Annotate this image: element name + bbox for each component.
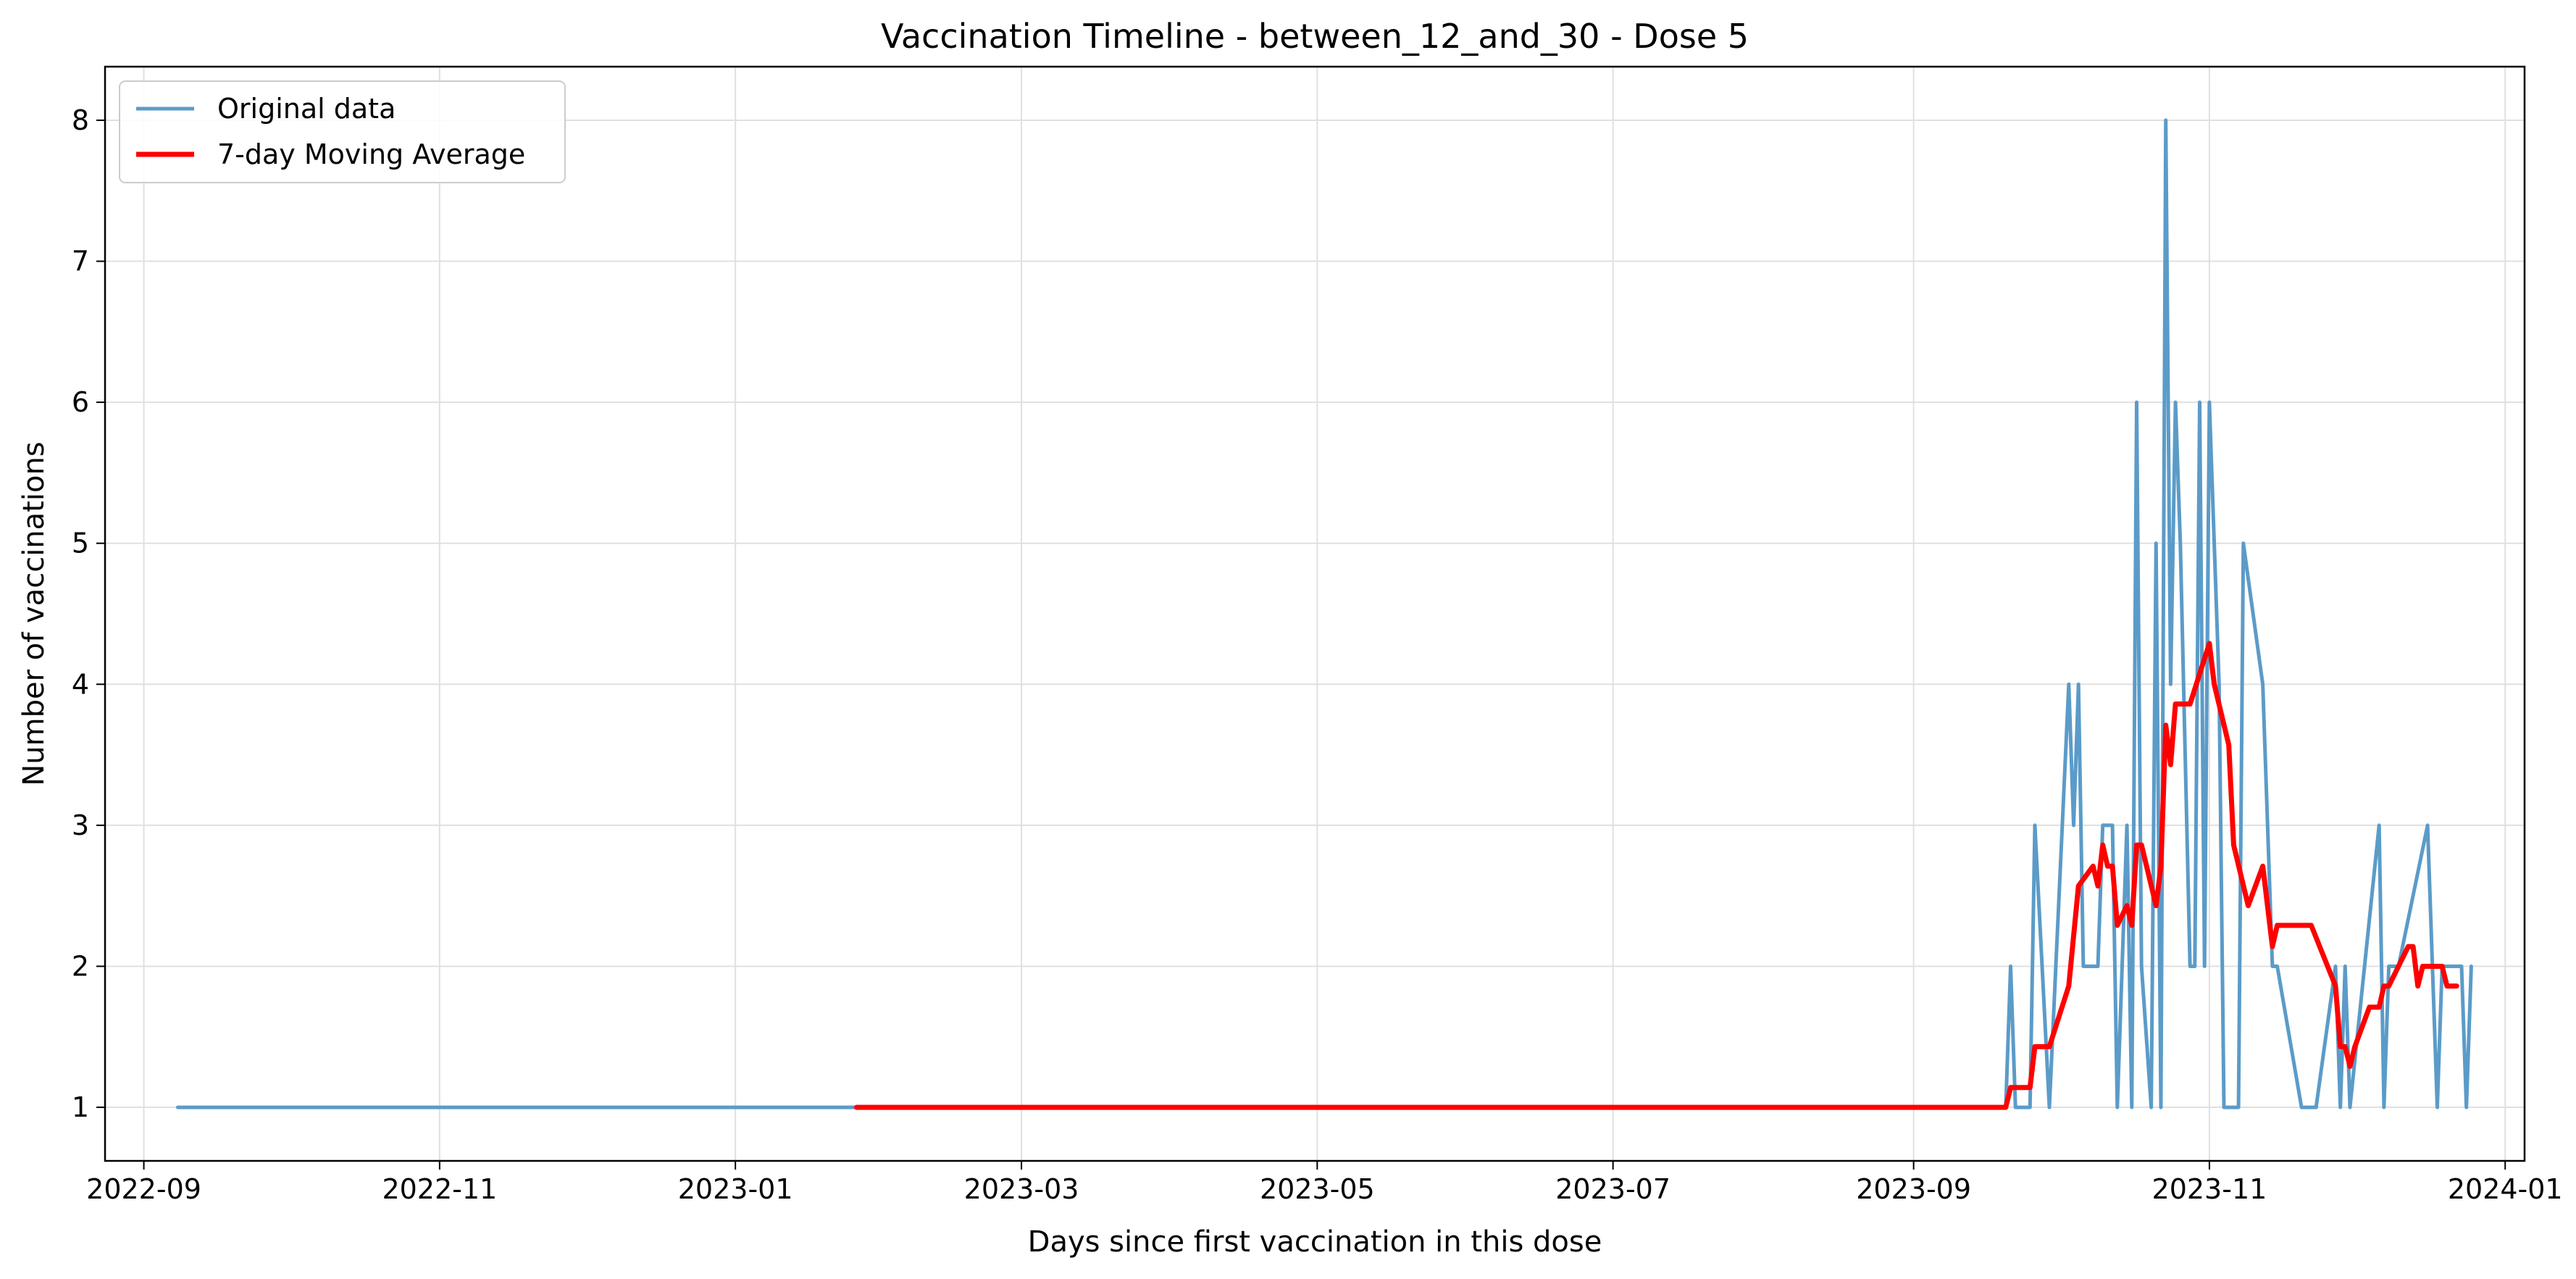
- legend: Original data 7-day Moving Average: [119, 80, 566, 183]
- legend-box: [119, 80, 566, 183]
- x-tick-label: 2022-11: [382, 1173, 497, 1205]
- legend-label: 7-day Moving Average: [217, 138, 525, 170]
- x-axis-label: Days since first vaccination in this dos…: [1028, 1225, 1602, 1259]
- y-tick-label: 6: [72, 386, 89, 418]
- x-tick-label: 2023-09: [1856, 1173, 1971, 1205]
- y-tick-label: 8: [72, 104, 89, 136]
- y-tick-label: 2: [72, 950, 89, 982]
- x-tick-label: 2023-03: [964, 1173, 1079, 1205]
- x-tick-label: 2023-11: [2152, 1173, 2267, 1205]
- x-tick-label: 2023-05: [1260, 1173, 1375, 1205]
- legend-label: Original data: [217, 93, 396, 125]
- series-line-original-data: [175, 118, 2473, 1109]
- grid: [105, 67, 2525, 1161]
- x-tick-label: 2023-07: [1555, 1173, 1670, 1205]
- x-tick-label: 2024-01: [2448, 1173, 2563, 1205]
- y-tick-label: 5: [72, 528, 89, 559]
- y-tick-label: 1: [72, 1091, 89, 1123]
- y-axis-label: Number of vaccinations: [17, 441, 51, 786]
- y-tick-label: 4: [72, 668, 89, 700]
- plot-frame: [104, 65, 2526, 1162]
- y-tick-label: 3: [72, 809, 89, 841]
- axis-ticks: 2022-09 2022-11 2023-01 2023-03 2023-05 2023-…: [72, 104, 2563, 1205]
- x-tick-label: 2022-09: [86, 1173, 201, 1205]
- chart-title: Vaccination Timeline - between_12_and_30…: [881, 17, 1749, 56]
- series-line-moving-average: [854, 641, 2459, 1110]
- series-lines: [175, 118, 2473, 1110]
- y-tick-label: 7: [72, 246, 89, 278]
- x-tick-label: 2023-01: [678, 1173, 793, 1205]
